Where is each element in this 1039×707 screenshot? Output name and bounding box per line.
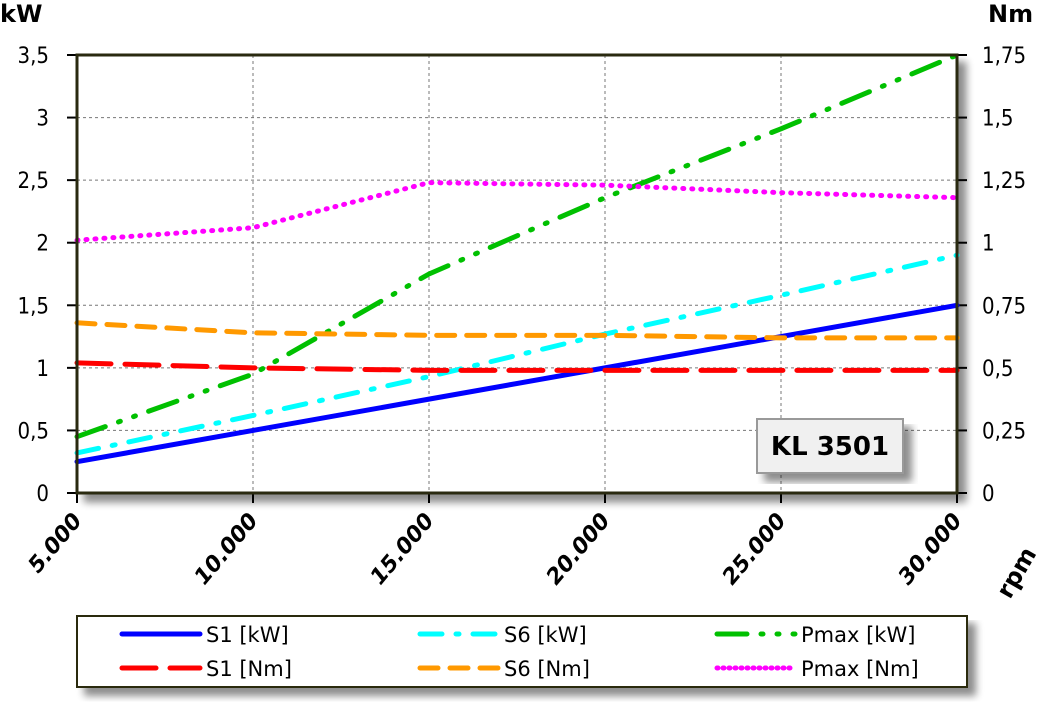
legend-label: S1 [Nm] — [206, 657, 292, 681]
y-left-tick-label: 3,5 — [18, 44, 49, 69]
y-left-axis-label: kW — [0, 0, 42, 28]
x-tick-label: 10.000 — [190, 509, 264, 590]
series-line-s1-kw — [74, 302, 960, 465]
y-left-tick-label: 0,5 — [18, 419, 49, 444]
y-right-tick-label: 0 — [982, 482, 995, 507]
legend-items: S1 [kW] S6 [kW] Pmax [kW] S1 [Nm] S6 [Nm] Pma… — [119, 623, 919, 681]
x-tick-label: 5.000 — [24, 509, 88, 578]
y-right-tick-label: 0,75 — [982, 294, 1026, 319]
series-line-s6-kw — [74, 252, 960, 456]
model-badge-label: KL 3501 — [771, 432, 889, 462]
legend-label: Pmax [Nm] — [801, 657, 919, 681]
y-left-tick-label: 0 — [36, 482, 49, 507]
legend-label: S1 [kW] — [206, 623, 289, 647]
series-line-s1-nm — [74, 360, 960, 373]
y-left-tick-label: 1 — [36, 357, 49, 382]
series-group — [74, 52, 960, 465]
y-left-tick-label: 2 — [36, 232, 49, 257]
x-tick-label: 15.000 — [366, 509, 440, 590]
x-tick-label: 20.000 — [542, 509, 616, 590]
y-left-tick-label: 2,5 — [18, 169, 49, 194]
y-right-tick-label: 1,5 — [982, 107, 1013, 132]
y-left-tick-label: 1,5 — [18, 294, 49, 319]
legend-label: S6 [Nm] — [504, 657, 590, 681]
legend-label: S6 [kW] — [504, 623, 587, 647]
y-right-tick-label: 1,75 — [982, 44, 1026, 69]
y-right-axis-label: Nm — [988, 0, 1033, 28]
series-line-s6-nm — [74, 320, 960, 341]
model-badge — [756, 418, 904, 474]
legend-label: Pmax [kW] — [801, 623, 915, 647]
y-right-tick-label: 0,5 — [982, 357, 1013, 382]
x-tick-label: 30.000 — [894, 509, 968, 590]
series-line-pmax-nm — [74, 180, 960, 243]
y-right-tick-label: 0,25 — [982, 419, 1026, 444]
y-left-tick-label: 3 — [36, 107, 49, 132]
y-right-tick-label: 1,25 — [982, 169, 1026, 194]
y-right-tick-label: 1 — [982, 232, 995, 257]
x-axis-label: rpm — [991, 542, 1039, 603]
legend — [76, 615, 968, 688]
series-line-pmax-kw — [74, 52, 960, 440]
x-tick-label: 25.000 — [718, 509, 792, 590]
plot-frame — [75, 53, 959, 495]
